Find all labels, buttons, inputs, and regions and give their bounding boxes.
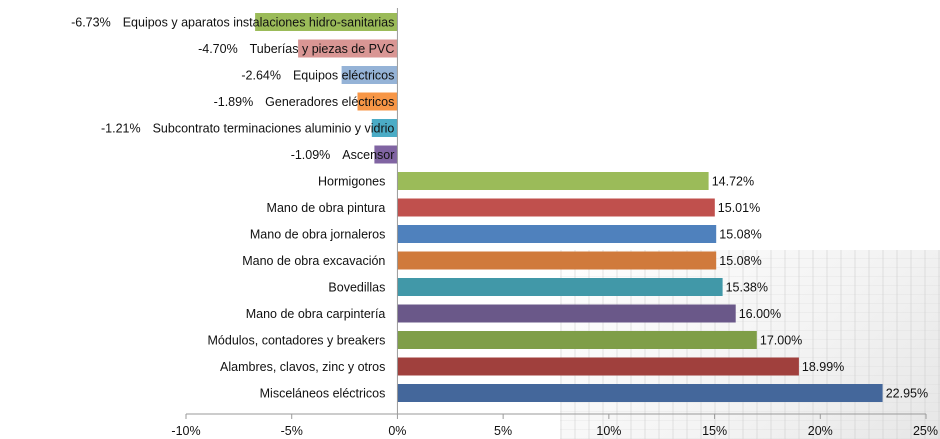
category-label: Bovedillas — [328, 281, 385, 295]
x-tick-label: 10% — [596, 424, 621, 438]
data-label: -1.21% — [101, 122, 141, 136]
data-label: 15.08% — [719, 228, 761, 242]
bar-12 — [397, 304, 736, 323]
data-label: -1.09% — [291, 148, 331, 162]
category-label: Módulos, contadores y breakers — [208, 334, 386, 348]
category-label: Mano de obra jornaleros — [250, 228, 386, 242]
category-label: Mano de obra pintura — [267, 201, 386, 215]
category-label: Alambres, clavos, zinc y otros — [220, 360, 385, 374]
bar-5 — [371, 119, 398, 137]
bar-3 — [341, 66, 398, 84]
data-label: 15.38% — [726, 281, 768, 295]
x-tick-label: 15% — [702, 424, 727, 438]
category-label: Misceláneos eléctricos — [260, 387, 386, 401]
data-label: -1.89% — [214, 95, 254, 109]
category-label: Mano de obra excavación — [242, 254, 385, 268]
data-label: 17.00% — [760, 334, 802, 348]
data-label: 15.08% — [719, 254, 761, 268]
bar-7 — [397, 172, 709, 190]
category-label: Ascensor — [342, 148, 394, 162]
data-label: 14.72% — [712, 175, 754, 189]
x-tick-label: -5% — [281, 424, 303, 438]
bar-6 — [374, 145, 398, 164]
bar-8 — [397, 198, 715, 217]
bar-14 — [397, 357, 799, 376]
data-label: 16.00% — [739, 307, 781, 321]
x-tick-label: 20% — [808, 424, 833, 438]
data-label: 15.01% — [718, 201, 760, 215]
bar-9 — [397, 225, 717, 243]
category-label: Hormigones — [318, 175, 385, 189]
x-tick-label: 0% — [388, 424, 406, 438]
x-tick-label: -10% — [171, 424, 200, 438]
category-label: Equipos eléctricos — [293, 69, 394, 83]
data-label: 22.95% — [886, 387, 928, 401]
data-label: -4.70% — [198, 42, 238, 56]
bar-10 — [397, 251, 717, 270]
x-tick-label: 25% — [913, 424, 938, 438]
data-label: 18.99% — [802, 360, 844, 374]
bar-4 — [357, 92, 398, 111]
category-label: Tuberías y piezas de PVC — [250, 42, 395, 56]
data-label: -6.73% — [71, 16, 111, 30]
category-label: Generadores eléctricos — [265, 95, 394, 109]
category-label: Mano de obra carpintería — [246, 307, 386, 321]
bar-13 — [397, 331, 757, 349]
bar-2 — [298, 39, 398, 58]
x-tick-label: 5% — [494, 424, 512, 438]
category-label: Subcontrato terminaciones aluminio y vid… — [153, 122, 395, 136]
bar-11 — [397, 278, 723, 296]
data-label: -2.64% — [241, 69, 281, 83]
bar-15 — [397, 384, 883, 402]
bar-1 — [255, 13, 398, 31]
category-label: Equipos y aparatos instalaciones hidro-s… — [123, 16, 395, 30]
